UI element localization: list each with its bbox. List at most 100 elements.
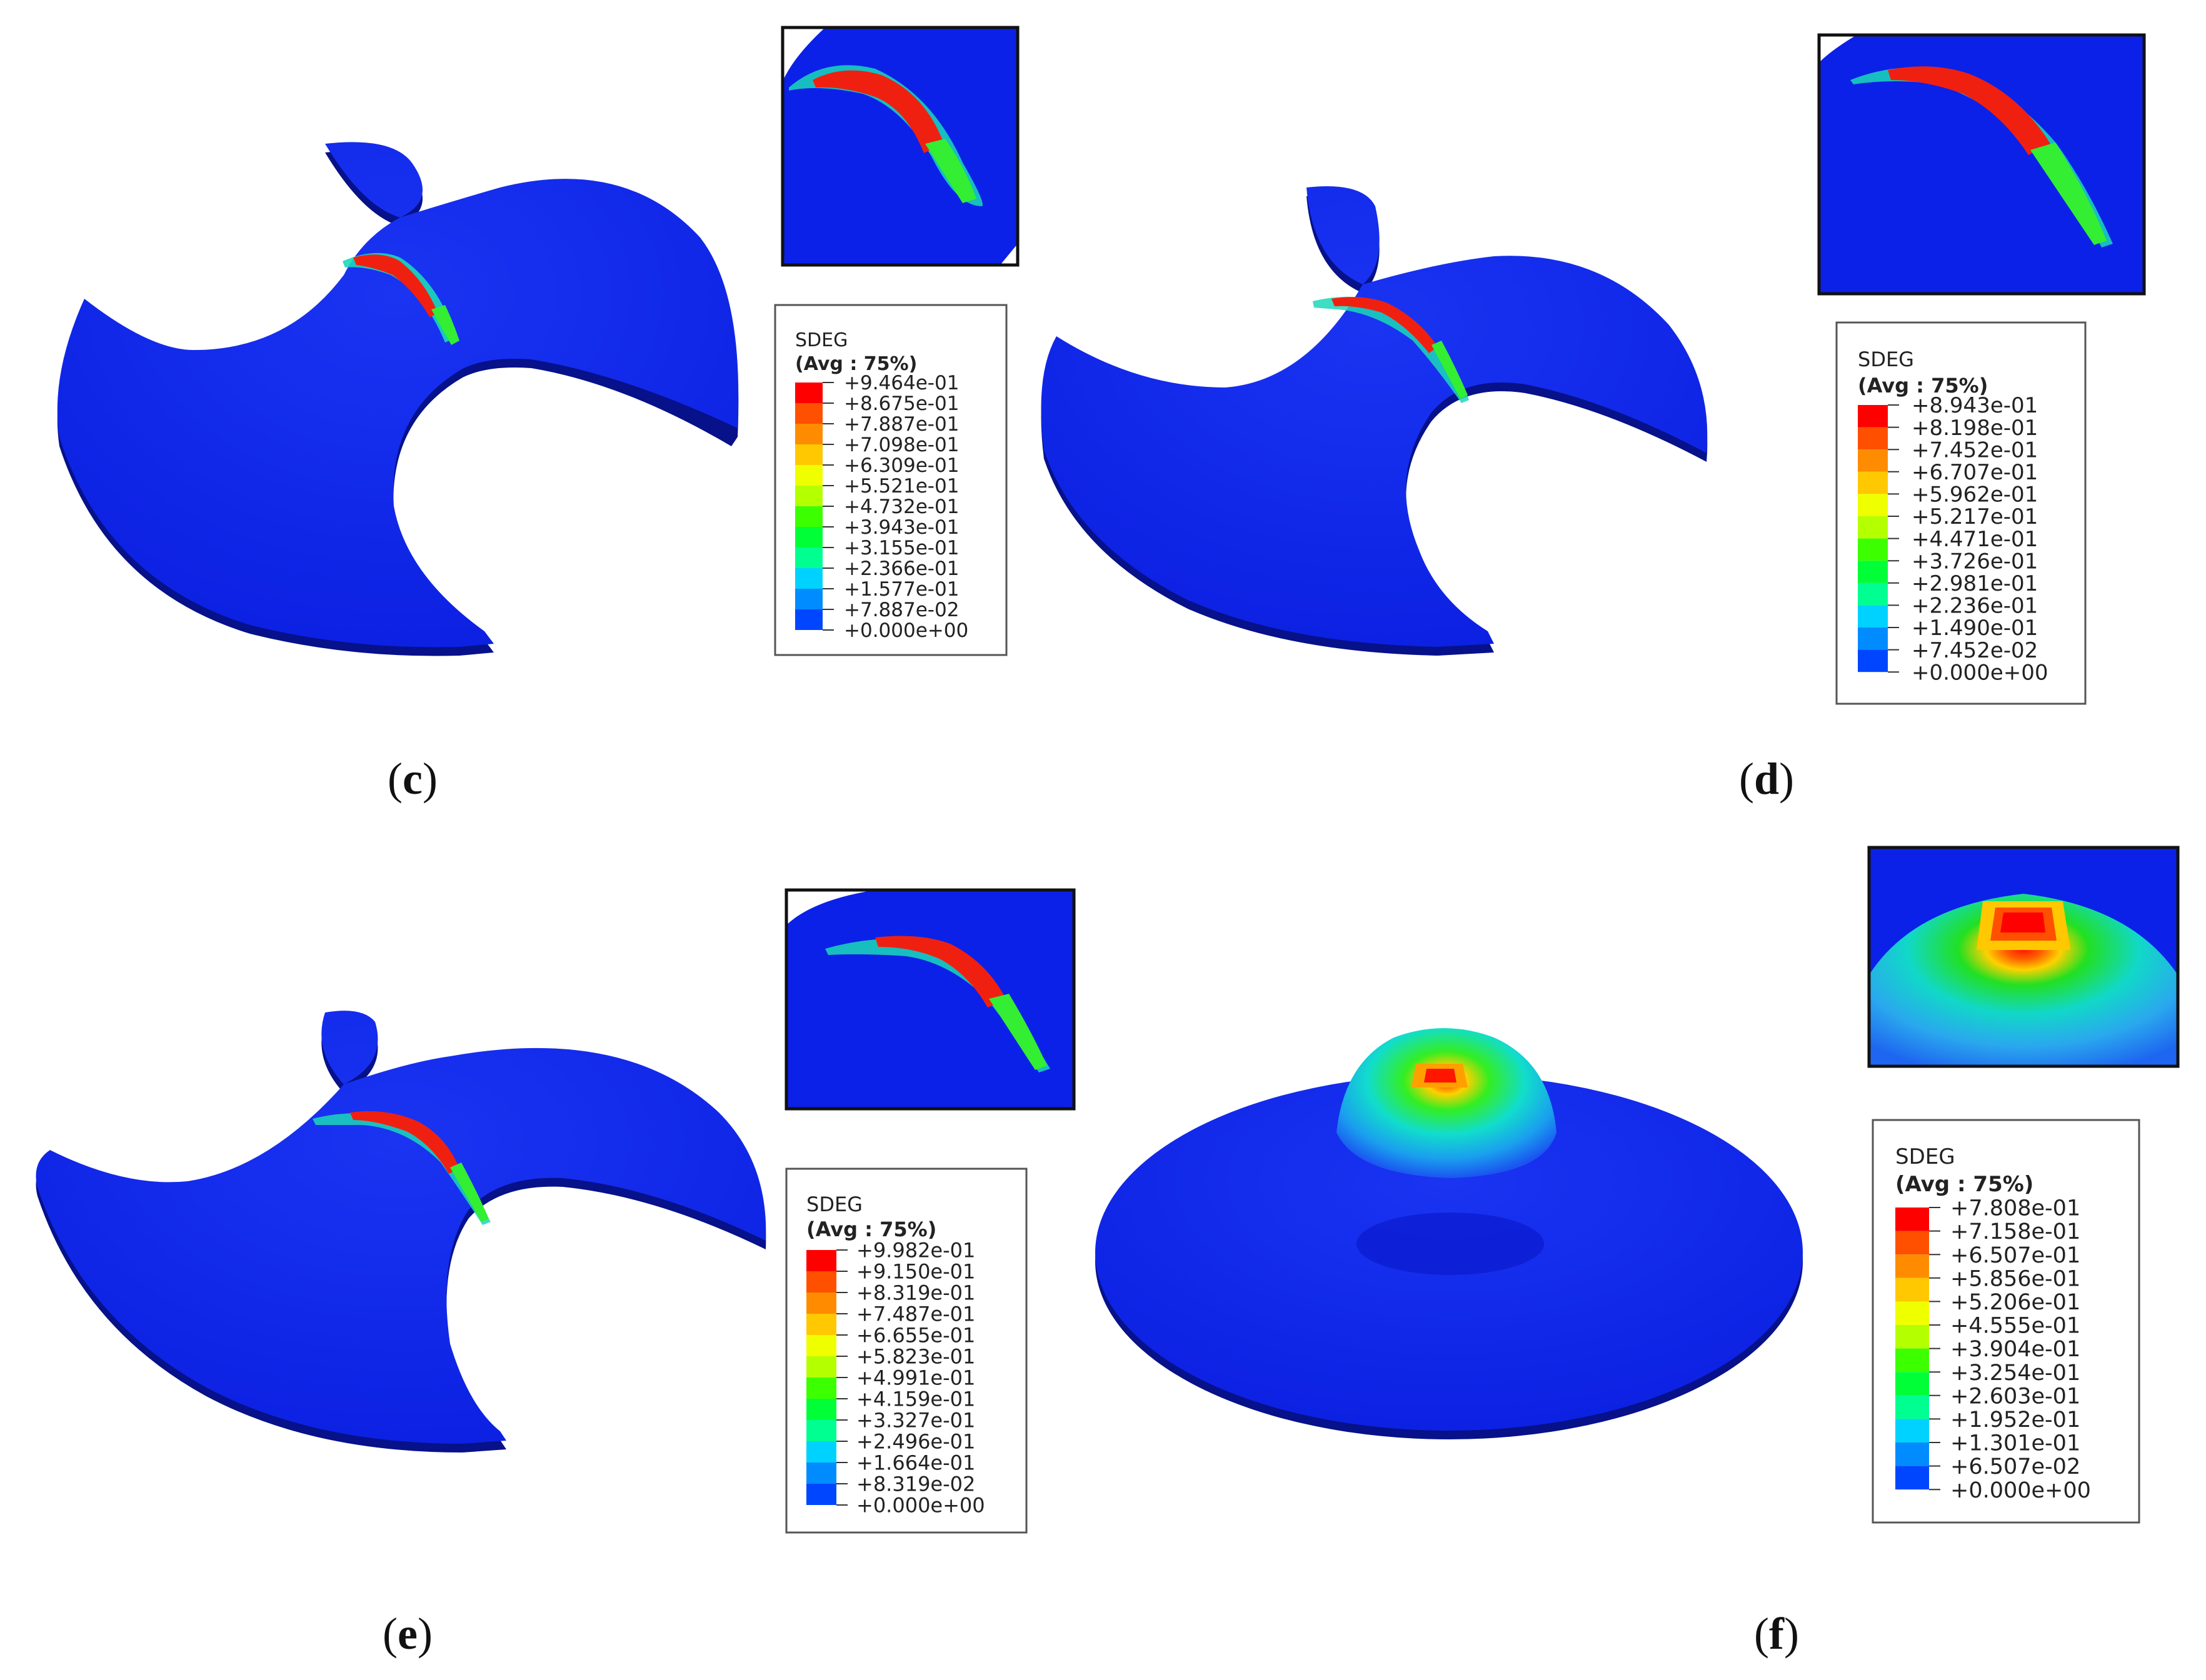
panel-c-legend-value: +8.675e-01 xyxy=(844,392,959,415)
panel-f-legend-value: +5.856e-01 xyxy=(1950,1266,2080,1291)
panel-f-legend-swatch xyxy=(1895,1442,1929,1466)
panel-d-legend-value: +7.452e-01 xyxy=(1912,438,2038,462)
panel-c-legend-swatch xyxy=(795,465,823,486)
panel-f-legend-swatch xyxy=(1895,1348,1929,1372)
panel-e-legend-swatch xyxy=(806,1335,836,1356)
panel-c-caption-letter: c xyxy=(403,754,423,804)
panel-f-legend-value: +4.555e-01 xyxy=(1950,1314,2080,1339)
panel-d-legend-swatch xyxy=(1858,538,1888,561)
panel-f-legend-swatch xyxy=(1895,1231,1929,1255)
panel-d-legend-averaging: (Avg : 75%) xyxy=(1858,374,1988,398)
panel-d-legend-swatch xyxy=(1858,405,1888,428)
panel-f-legend-swatch xyxy=(1895,1208,1929,1231)
panel-d-plate xyxy=(1041,186,1708,656)
panel-c-legend-value: +3.155e-01 xyxy=(844,537,959,559)
panel-f-legend-swatch xyxy=(1895,1419,1929,1442)
panel-c-legend-value: +7.887e-02 xyxy=(844,599,959,621)
panel-c-caption: (c) xyxy=(388,754,438,804)
panel-c-legend-swatch xyxy=(795,486,823,506)
panel-d-legend-value: +4.471e-01 xyxy=(1912,527,2038,552)
panel-e-legend-value: +2.496e-01 xyxy=(856,1430,975,1454)
panel-e-legend-value: +1.664e-01 xyxy=(856,1451,975,1475)
panel-c-zoom-inset xyxy=(781,26,1020,267)
panel-e-legend-value: +6.655e-01 xyxy=(856,1324,975,1348)
panel-c-legend-value: +7.098e-01 xyxy=(844,434,959,456)
panel-e-legend-swatch xyxy=(806,1356,836,1378)
panel-f-legend-swatch xyxy=(1895,1301,1929,1325)
panel-e-legend-averaging: (Avg : 75%) xyxy=(806,1218,936,1241)
panel-d-legend-value: +8.943e-01 xyxy=(1912,393,2038,418)
panel-e-legend-swatch xyxy=(806,1399,836,1420)
panel-d-caption: (d) xyxy=(1739,754,1794,804)
panel-c-legend-value: +5.521e-01 xyxy=(844,475,959,498)
panel-d-zoom-inset xyxy=(1817,33,2146,296)
panel-f-plate xyxy=(1095,1074,1803,1439)
panel-c-legend-swatch xyxy=(795,609,823,630)
panel-f-legend-swatch xyxy=(1895,1278,1929,1302)
panel-f-legend-value: +3.254e-01 xyxy=(1950,1361,2080,1386)
panel-e-legend-value: +9.982e-01 xyxy=(856,1239,975,1262)
panel-e-legend-swatch xyxy=(806,1420,836,1441)
panel-f-legend-averaging: (Avg : 75%) xyxy=(1895,1172,2033,1197)
panel-f-legend-value: +2.603e-01 xyxy=(1950,1384,2080,1409)
panel-c-legend-swatch xyxy=(795,568,823,589)
panel-e: SDEG (Avg : 75%) +9.982e-01+9.150e-01+8.… xyxy=(36,888,1076,1659)
panel-d-crack-zone xyxy=(1313,296,1469,403)
panel-d-legend-value: +6.707e-01 xyxy=(1912,460,2038,485)
panel-d-legend: SDEG (Avg : 75%) +8.943e-01+8.198e-01+7.… xyxy=(1835,321,2087,705)
panel-e-legend-swatch xyxy=(806,1250,836,1271)
panel-d-legend-swatch xyxy=(1858,605,1888,628)
panel-d-legend-swatch xyxy=(1858,628,1888,650)
panel-d-legend-value: +7.452e-02 xyxy=(1912,638,2038,663)
panel-c-legend-swatch xyxy=(795,527,823,548)
panel-c-legend-swatch xyxy=(795,444,823,465)
panel-d-legend-value: +5.217e-01 xyxy=(1912,504,2038,529)
panel-d-legend-swatch xyxy=(1858,582,1888,606)
panel-e-caption-letter: e xyxy=(398,1609,418,1659)
panel-c-plate xyxy=(57,142,739,656)
panel-f-legend-value: +7.808e-01 xyxy=(1950,1196,2080,1221)
panel-d-legend-value: +2.981e-01 xyxy=(1912,571,2038,596)
panel-d-legend-swatch xyxy=(1858,494,1888,516)
panel-f-legend-value: +5.206e-01 xyxy=(1950,1290,2080,1315)
panel-d-legend-value: +0.000e+00 xyxy=(1912,660,2048,685)
panel-e-legend-value: +5.823e-01 xyxy=(856,1345,975,1369)
panel-c-legend-swatch xyxy=(795,382,823,403)
panel-f-legend-value: +6.507e-01 xyxy=(1950,1243,2080,1268)
panel-c-legend-value: +6.309e-01 xyxy=(844,454,959,477)
panel-f-legend-swatch xyxy=(1895,1466,1929,1490)
panel-f-legend-swatch xyxy=(1895,1372,1929,1396)
panel-e-legend-swatch xyxy=(806,1314,836,1335)
panel-c-legend-swatch xyxy=(795,548,823,568)
panel-e-legend-value: +0.000e+00 xyxy=(856,1494,985,1518)
panel-e-plate xyxy=(36,1011,766,1452)
panel-f: SDEG (Avg : 75%) +7.808e-01+7.158e-01+6.… xyxy=(1095,846,2180,1659)
panel-e-legend-value: +9.150e-01 xyxy=(856,1260,975,1284)
panel-c-legend-swatch xyxy=(795,589,823,609)
panel-e-legend-value: +8.319e-01 xyxy=(856,1281,975,1305)
panel-e-legend-variable: SDEG xyxy=(806,1192,863,1216)
panel-f-legend-value: +3.904e-01 xyxy=(1950,1337,2080,1362)
panel-c-legend-variable: SDEG xyxy=(795,329,848,351)
panel-c-legend-value: +2.366e-01 xyxy=(844,558,959,580)
panel-c-legend-swatch xyxy=(795,506,823,527)
panel-d-legend-swatch xyxy=(1858,471,1888,494)
panel-e-zoom-inset xyxy=(785,888,1076,1111)
panel-c-legend: SDEG (Avg : 75%) +9.464e-01+8.675e-01+7.… xyxy=(774,304,1008,656)
panel-d-legend-variable: SDEG xyxy=(1858,348,1914,371)
panel-d-legend-value: +8.198e-01 xyxy=(1912,416,2038,441)
panel-c-legend-value: +0.000e+00 xyxy=(844,619,968,642)
panel-c-crack-zone xyxy=(343,252,459,345)
panel-d-legend-swatch xyxy=(1858,561,1888,583)
panel-f-caption: (f) xyxy=(1754,1609,1799,1659)
panel-e-legend-value: +4.159e-01 xyxy=(856,1388,975,1411)
panel-d-legend-swatch xyxy=(1858,649,1888,672)
panel-f-legend-swatch xyxy=(1895,1325,1929,1349)
panel-e-legend-value: +7.487e-01 xyxy=(856,1302,975,1326)
panel-c-legend-value: +9.464e-01 xyxy=(844,372,959,394)
panel-f-legend: SDEG (Avg : 75%) +7.808e-01+7.158e-01+6.… xyxy=(1872,1119,2140,1524)
panel-d-legend-swatch xyxy=(1858,427,1888,450)
panel-e-legend-swatch xyxy=(806,1292,836,1314)
panel-c-legend-value: +3.943e-01 xyxy=(844,516,959,539)
